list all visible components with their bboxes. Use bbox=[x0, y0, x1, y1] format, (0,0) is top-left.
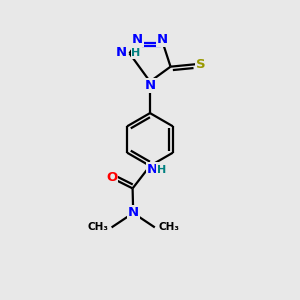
Text: S: S bbox=[196, 58, 206, 71]
Text: O: O bbox=[106, 171, 117, 184]
Text: N: N bbox=[157, 33, 168, 46]
Text: N: N bbox=[147, 163, 158, 176]
Text: N: N bbox=[132, 33, 143, 46]
Text: H: H bbox=[157, 165, 166, 175]
Text: CH₃: CH₃ bbox=[87, 222, 108, 233]
Text: H: H bbox=[131, 48, 141, 58]
Text: CH₃: CH₃ bbox=[158, 222, 179, 233]
Text: N: N bbox=[128, 206, 139, 220]
Text: N: N bbox=[144, 79, 156, 92]
Text: N: N bbox=[115, 46, 127, 59]
